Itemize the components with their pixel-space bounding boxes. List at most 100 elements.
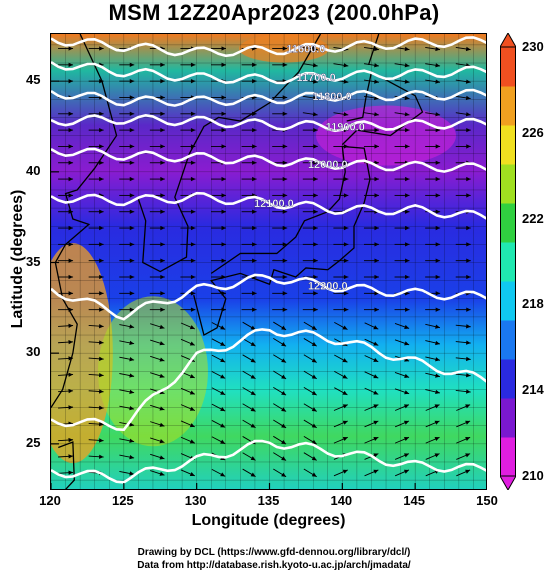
wind-arrowhead: [129, 291, 135, 296]
wind-arrowhead: [160, 160, 165, 165]
wind-arrowhead: [281, 407, 287, 412]
wind-arrowhead: [404, 373, 410, 378]
contour-label: 12000.0: [308, 159, 348, 171]
wind-arrowhead: [374, 127, 379, 133]
wind-arrowhead: [68, 454, 74, 459]
colorbar-band: [500, 164, 516, 204]
wind-arrowhead: [221, 242, 227, 247]
wind-arrowhead: [342, 420, 348, 425]
wind-arrowhead: [68, 291, 74, 296]
height-contour: [51, 88, 486, 107]
wind-arrowhead: [435, 112, 441, 117]
wind-arrowhead: [403, 437, 409, 442]
wind-arrowhead: [311, 374, 317, 379]
wind-arrowhead: [220, 390, 226, 395]
wind-arrowhead: [465, 389, 471, 394]
wind-arrowhead: [68, 258, 74, 263]
wind-arrowhead: [434, 437, 440, 442]
wind-arrowhead: [220, 374, 226, 379]
wind-arrowhead: [99, 340, 104, 345]
wind-arrowhead: [282, 160, 288, 165]
wind-arrowhead: [281, 456, 287, 461]
wind-arrowhead: [312, 46, 318, 52]
wind-arrowhead: [129, 438, 135, 443]
wind-arrowhead: [129, 225, 135, 231]
wind-arrowhead: [159, 373, 165, 378]
colorbar-tick-label: 226: [522, 124, 544, 140]
wind-arrowhead: [373, 420, 379, 425]
wind-arrowhead: [405, 225, 410, 231]
wind-arrowhead: [250, 472, 256, 477]
wind-arrowhead: [373, 437, 379, 442]
wind-arrowhead: [435, 258, 441, 263]
wind-arrowhead: [343, 242, 349, 247]
y-tick-label: 25: [26, 434, 41, 450]
wind-arrowhead: [68, 307, 74, 312]
wind-arrowhead: [129, 144, 135, 149]
contour-label: 11800.0: [313, 91, 352, 103]
x-tick-label: 135: [257, 493, 280, 508]
colorbar-tick-label: 218: [522, 296, 544, 312]
wind-arrowhead: [343, 291, 349, 296]
wind-arrowhead: [466, 307, 471, 312]
wind-arrowhead: [405, 242, 410, 247]
wind-arrowhead: [129, 193, 135, 198]
wind-arrowhead: [465, 469, 471, 474]
wind-arrowhead: [221, 274, 227, 280]
wind-arrowhead: [373, 325, 379, 330]
wind-arrowhead: [435, 46, 441, 52]
wind-arrowhead: [435, 127, 441, 133]
wind-arrowhead: [343, 274, 349, 280]
wind-arrowhead: [68, 274, 74, 280]
wind-arrowhead: [466, 274, 471, 280]
wind-arrowhead: [342, 437, 348, 442]
wind-arrowhead: [281, 325, 287, 330]
wind-arrowhead: [250, 423, 256, 428]
wind-arrowhead: [159, 406, 165, 411]
wind-arrowhead: [68, 388, 74, 394]
wind-arrowhead: [313, 160, 318, 165]
wind-arrowhead: [404, 79, 410, 84]
wind-arrowhead: [250, 456, 256, 461]
wind-arrowhead: [373, 341, 379, 346]
wind-arrowhead: [252, 62, 257, 68]
wind-arrowhead: [68, 225, 74, 231]
wind-arrowhead: [313, 307, 318, 312]
wind-arrowhead: [129, 95, 135, 100]
wind-arrowhead: [190, 62, 196, 68]
wind-arrowhead: [342, 390, 348, 395]
wind-arrowhead: [129, 422, 135, 427]
colorbar-tick-label: 222: [522, 210, 544, 226]
colorbar-frame: [500, 46, 516, 477]
wind-arrowhead: [465, 373, 471, 378]
wind-arrowhead: [465, 356, 471, 362]
wind-arrowhead: [190, 176, 196, 182]
wind-arrowhead: [220, 423, 226, 428]
colorbar-tick-label: 210: [522, 468, 544, 483]
wind-arrowhead: [435, 242, 441, 247]
colorbar-band: [500, 359, 516, 399]
wind-arrowhead: [404, 390, 410, 395]
wind-arrowhead: [343, 258, 349, 263]
wind-arrowhead: [374, 258, 379, 263]
wind-arrowhead: [99, 258, 104, 263]
wind-arrowhead: [190, 225, 196, 231]
wind-arrowhead: [465, 46, 471, 52]
colorbar: [499, 31, 517, 492]
wind-arrowhead: [435, 209, 441, 214]
colorbar-bottom-arrow: [499, 475, 517, 492]
wind-arrowhead: [159, 341, 165, 346]
wind-arrowhead: [99, 127, 104, 133]
wind-arrowhead: [435, 324, 440, 329]
wind-arrowhead: [220, 358, 226, 363]
wind-arrowhead: [435, 144, 441, 149]
wind-arrowhead: [221, 193, 227, 198]
wind-arrowhead: [99, 111, 104, 116]
wind-arrowhead: [99, 160, 104, 165]
wind-arrowhead: [221, 46, 227, 51]
wind-arrowhead: [313, 291, 318, 296]
wind-arrowhead: [374, 291, 379, 296]
wind-arrowhead: [435, 160, 441, 165]
wind-arrowhead: [403, 420, 409, 425]
y-tick-label: 40: [26, 162, 41, 178]
